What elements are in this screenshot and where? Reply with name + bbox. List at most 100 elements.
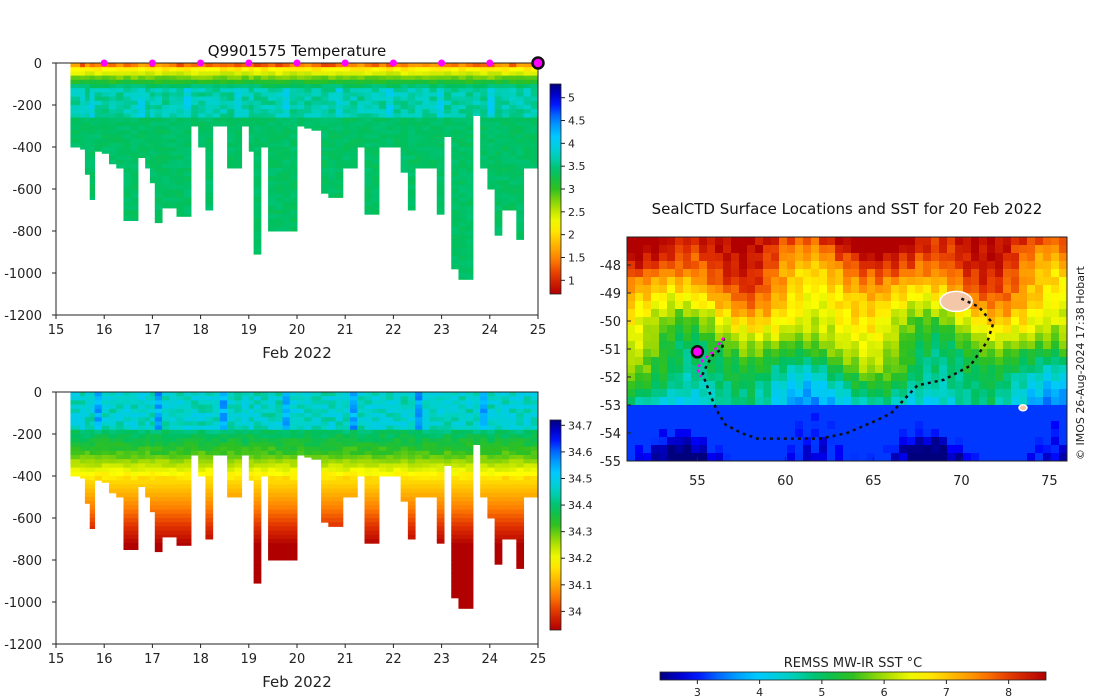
profile-cell: [458, 147, 467, 152]
profile-cell: [304, 88, 312, 93]
profile-cell: [198, 425, 206, 431]
sst-cell: [987, 237, 996, 246]
profile-cell: [335, 463, 344, 469]
profile-cell: [364, 88, 373, 93]
profile-cell: [268, 151, 276, 156]
profile-cell: [183, 63, 192, 68]
sst-cell: [859, 237, 868, 246]
profile-cell: [378, 459, 387, 464]
profile-cell: [509, 100, 517, 106]
profile-cell: [436, 421, 445, 427]
profile-cell: [516, 189, 525, 194]
sst-cell: [851, 293, 860, 302]
profile-cell: [328, 413, 337, 418]
profile-cell: [183, 463, 192, 469]
profile-cell: [183, 71, 192, 77]
profile-cell: [268, 105, 276, 110]
sst-cell: [923, 277, 932, 286]
profile-cell: [458, 581, 467, 586]
profile-cell: [169, 163, 177, 169]
profile-cell: [400, 151, 409, 156]
profile-cell: [465, 497, 474, 502]
profile-cell: [275, 509, 284, 515]
profile-cell: [89, 501, 96, 506]
profile-cell: [364, 417, 373, 422]
profile-cell: [190, 117, 199, 123]
sst-cell: [1003, 373, 1012, 382]
profile-cell: [183, 543, 192, 546]
sst-cell: [947, 317, 956, 326]
profile-cell: [451, 100, 459, 106]
sst-cell: [1003, 341, 1012, 350]
profile-cell: [219, 392, 228, 397]
profile-cell: [101, 400, 110, 406]
profile-cell: [415, 147, 423, 152]
sst-cell: [875, 237, 884, 246]
sst-cell: [739, 317, 748, 326]
profile-cell: [530, 109, 538, 114]
profile-cell: [494, 180, 503, 186]
profile-cell: [268, 109, 276, 114]
profile-cell: [260, 450, 269, 456]
profile-cell: [465, 560, 474, 565]
profile-cell: [328, 159, 337, 165]
profile-cell: [289, 434, 298, 439]
sst-cell: [1003, 277, 1012, 286]
sst-cell: [995, 341, 1004, 350]
profile-cell: [494, 71, 503, 77]
sst-cell: [883, 285, 892, 294]
profile-cell: [509, 513, 517, 519]
profile-cell: [169, 434, 177, 439]
profile-cell: [429, 484, 438, 490]
profile-cell: [94, 421, 103, 427]
profile-cell: [371, 434, 380, 439]
profile-cell: [162, 467, 170, 473]
profile-cell: [371, 109, 380, 114]
profile-cell: [487, 138, 496, 144]
profile-cell: [149, 480, 156, 485]
profile-cell: [169, 488, 177, 494]
profile-cell: [268, 226, 276, 232]
profile-cell: [335, 84, 344, 89]
profile-cell: [227, 130, 235, 135]
sst-cell: [883, 237, 892, 246]
profile-cell: [407, 176, 416, 182]
sst-cell: [643, 349, 652, 358]
profile-cell: [89, 522, 96, 527]
sst-cell: [947, 373, 956, 382]
sst-cell: [723, 365, 732, 374]
profile-cell: [162, 497, 170, 502]
profile-cell: [357, 404, 365, 410]
profile-cell: [282, 159, 291, 165]
profile-cell: [415, 425, 423, 431]
profile-cell: [415, 96, 423, 102]
profile-cell: [212, 105, 221, 110]
profile-cell: [328, 455, 337, 460]
profile-cell: [364, 155, 373, 161]
profile-cell: [289, 518, 298, 523]
profile-cell: [458, 138, 467, 144]
profile-cell: [154, 539, 163, 544]
sst-cell: [667, 317, 676, 326]
profile-cell: [444, 134, 452, 137]
profile-cell: [275, 79, 284, 85]
profile-cell: [169, 455, 177, 460]
sst-cell: [851, 245, 860, 254]
profile-cell: [84, 163, 91, 169]
profile-cell: [89, 509, 96, 515]
profile-cell: [357, 459, 365, 464]
profile-cell: [149, 92, 156, 98]
profile-cell: [458, 159, 467, 165]
profile-cell: [465, 277, 474, 280]
profile-cell: [289, 455, 298, 460]
profile-cell: [149, 408, 156, 414]
profile-cell: [282, 180, 291, 186]
profile-cell: [407, 126, 416, 131]
profile-cell: [480, 142, 488, 148]
profile-cell: [436, 75, 445, 81]
profile-cell: [268, 67, 276, 72]
profile-cell: [130, 526, 139, 532]
profile-cell: [335, 421, 344, 427]
sst-cell: [1011, 373, 1020, 382]
sst-cell: [755, 261, 764, 270]
